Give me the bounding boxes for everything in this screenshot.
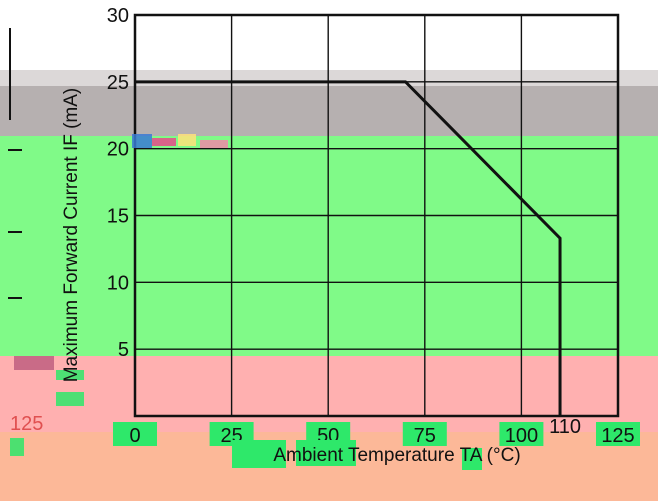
artifact-block — [56, 392, 84, 406]
derating-line — [135, 80, 562, 416]
artifact-block — [178, 134, 196, 146]
left-edge-marks — [8, 28, 22, 299]
y-axis-title: Maximum Forward Current IF (mA) — [61, 88, 82, 383]
annotation-110: 110 — [549, 416, 581, 438]
artifact-block — [296, 440, 356, 466]
artifact-block — [232, 440, 286, 468]
x-axis-title: Ambient Temperature TA (°C) — [273, 445, 520, 466]
artifact-block — [152, 138, 176, 146]
y-tick-label: 10 — [107, 272, 129, 294]
artifact-block — [596, 422, 640, 446]
y-tick-label: 30 — [107, 5, 129, 27]
artifact-block — [10, 438, 24, 456]
annotation-125: 125 — [10, 413, 43, 435]
artifact-block — [402, 422, 447, 446]
artifact-blocks — [10, 134, 228, 456]
x-tick-label: 0 — [129, 425, 140, 447]
y-axis-title-group: Maximum Forward Current IF (mA) — [61, 88, 82, 383]
series-layer — [135, 80, 562, 416]
artifact-block — [462, 448, 482, 470]
grid-lines — [134, 14, 619, 417]
y-tick-labels: 5 10 15 20 25 30 — [107, 5, 129, 361]
artifact-block — [56, 370, 84, 380]
plot-frame — [133, 13, 620, 418]
annotations: 110 125 — [10, 413, 581, 438]
overlay-band-gray — [0, 86, 658, 136]
artifact-block — [499, 422, 544, 446]
y-tick-label: 5 — [118, 339, 129, 361]
artifact-block — [14, 356, 54, 370]
x-tick-label: 125 — [601, 425, 634, 447]
x-tick-label: 75 — [414, 425, 436, 447]
x-axis-title-group: Ambient Temperature TA (°C) — [232, 440, 521, 470]
artifact-block — [113, 422, 157, 446]
artifact-block — [132, 134, 152, 148]
y-tick-label: 15 — [107, 206, 129, 228]
x-tick-label: 100 — [505, 425, 538, 447]
overlay-band-green — [0, 136, 658, 356]
overlay-band-pink — [0, 356, 658, 432]
y-tick-label: 20 — [107, 139, 129, 161]
y-tick-label: 25 — [107, 72, 129, 94]
artifact-block — [200, 140, 228, 148]
